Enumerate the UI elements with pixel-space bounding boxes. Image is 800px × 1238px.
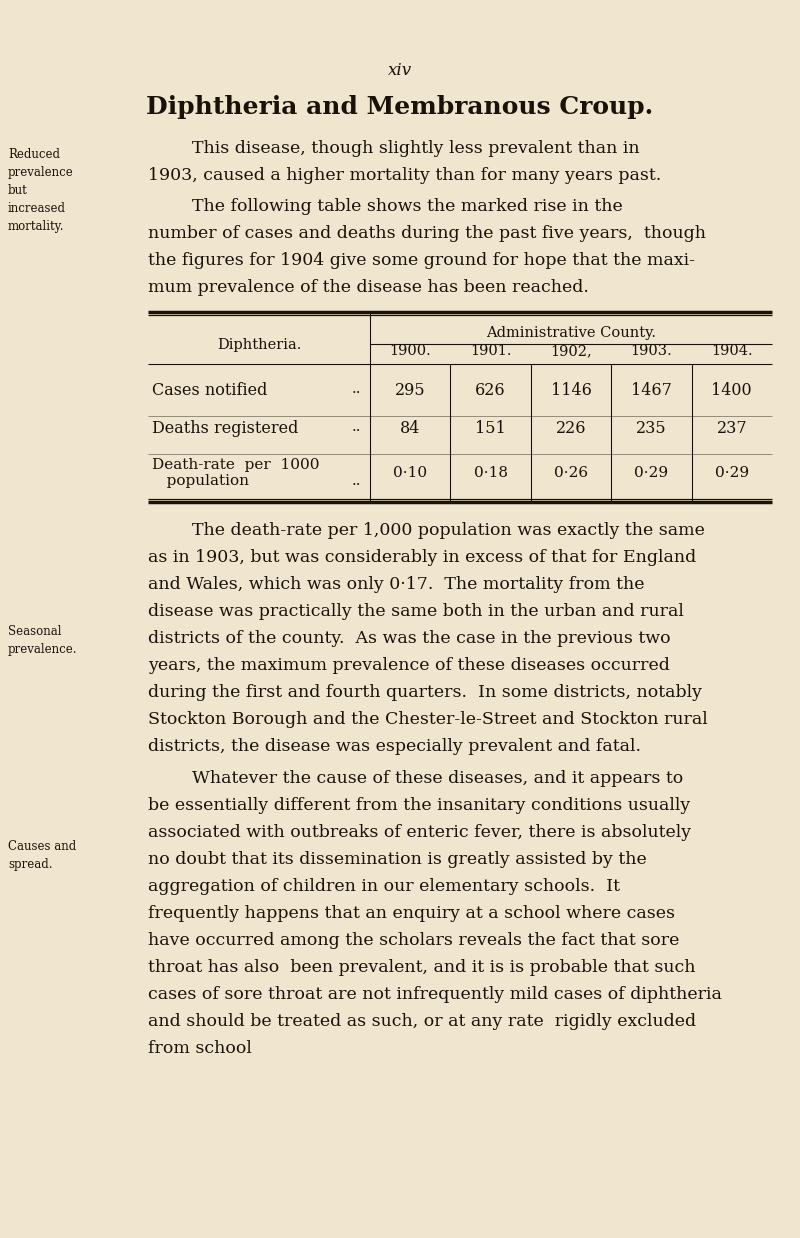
Text: Stockton Borough and the Chester-le-Street and Stockton rural: Stockton Borough and the Chester-le-Stre…: [148, 711, 708, 728]
Text: 0·29: 0·29: [634, 465, 669, 480]
Text: cases of sore throat are not infrequently mild cases of diphtheria: cases of sore throat are not infrequentl…: [148, 985, 722, 1003]
Text: Administrative County.: Administrative County.: [486, 326, 656, 340]
Text: The death-rate per 1,000 population was exactly the same: The death-rate per 1,000 population was …: [148, 522, 705, 539]
Text: xiv: xiv: [388, 62, 412, 79]
Text: and should be treated as such, or at any rate  rigidly excluded: and should be treated as such, or at any…: [148, 1013, 696, 1030]
Text: Diphtheria and Membranous Croup.: Diphtheria and Membranous Croup.: [146, 95, 654, 119]
Text: disease was practically the same both in the urban and rural: disease was practically the same both in…: [148, 603, 684, 620]
Text: ..: ..: [352, 420, 362, 435]
Text: associated with outbreaks of enteric fever, there is absolutely: associated with outbreaks of enteric fev…: [148, 825, 691, 841]
Text: 1900.: 1900.: [390, 344, 431, 358]
Text: from school: from school: [148, 1040, 252, 1057]
Text: districts, the disease was especially prevalent and fatal.: districts, the disease was especially pr…: [148, 738, 641, 755]
Text: ..: ..: [352, 383, 362, 396]
Text: 235: 235: [636, 420, 666, 437]
Text: 1901.: 1901.: [470, 344, 511, 358]
Text: districts of the county.  As was the case in the previous two: districts of the county. As was the case…: [148, 630, 670, 647]
Text: 1146: 1146: [550, 383, 591, 399]
Text: 237: 237: [717, 420, 747, 437]
Text: be essentially different from the insanitary conditions usually: be essentially different from the insani…: [148, 797, 690, 815]
Text: 1902,: 1902,: [550, 344, 592, 358]
Text: population: population: [152, 474, 249, 488]
Text: years, the maximum prevalence of these diseases occurred: years, the maximum prevalence of these d…: [148, 657, 670, 673]
Text: 226: 226: [556, 420, 586, 437]
Text: 1400: 1400: [711, 383, 752, 399]
Text: 1467: 1467: [631, 383, 672, 399]
Text: 0·10: 0·10: [393, 465, 427, 480]
Text: Deaths registered: Deaths registered: [152, 420, 298, 437]
Text: 0·29: 0·29: [714, 465, 749, 480]
Text: as in 1903, but was considerably in excess of that for England: as in 1903, but was considerably in exce…: [148, 548, 696, 566]
Text: 1903, caused a higher mortality than for many years past.: 1903, caused a higher mortality than for…: [148, 167, 662, 184]
Text: Seasonal
prevalence.: Seasonal prevalence.: [8, 625, 78, 656]
Text: and Wales, which was only 0·17.  The mortality from the: and Wales, which was only 0·17. The mort…: [148, 576, 645, 593]
Text: 84: 84: [400, 420, 420, 437]
Text: 0·18: 0·18: [474, 465, 508, 480]
Text: Diphtheria.: Diphtheria.: [217, 338, 301, 352]
Text: the figures for 1904 give some ground for hope that the maxi-: the figures for 1904 give some ground fo…: [148, 253, 695, 269]
Text: 295: 295: [395, 383, 426, 399]
Text: mum prevalence of the disease has been reached.: mum prevalence of the disease has been r…: [148, 279, 589, 296]
Text: number of cases and deaths during the past five years,  though: number of cases and deaths during the pa…: [148, 225, 706, 241]
Text: 0·26: 0·26: [554, 465, 588, 480]
Text: Whatever the cause of these diseases, and it appears to: Whatever the cause of these diseases, an…: [148, 770, 683, 787]
Text: 1904.: 1904.: [711, 344, 753, 358]
Text: Reduced
prevalence
but
increased
mortality.: Reduced prevalence but increased mortali…: [8, 149, 74, 233]
Text: 626: 626: [475, 383, 506, 399]
Text: ..: ..: [352, 474, 362, 488]
Text: 151: 151: [475, 420, 506, 437]
Text: Cases notified: Cases notified: [152, 383, 267, 399]
Text: Causes and
spread.: Causes and spread.: [8, 841, 76, 872]
Text: This disease, though slightly less prevalent than in: This disease, though slightly less preva…: [148, 140, 640, 157]
Text: during the first and fourth quarters.  In some districts, notably: during the first and fourth quarters. In…: [148, 685, 702, 701]
Text: aggregation of children in our elementary schools.  It: aggregation of children in our elementar…: [148, 878, 620, 895]
Text: have occurred among the scholars reveals the fact that sore: have occurred among the scholars reveals…: [148, 932, 679, 950]
Text: throat has also  been prevalent, and it is is probable that such: throat has also been prevalent, and it i…: [148, 959, 695, 976]
Text: The following table shows the marked rise in the: The following table shows the marked ris…: [148, 198, 622, 215]
Text: frequently happens that an enquiry at a school where cases: frequently happens that an enquiry at a …: [148, 905, 675, 922]
Text: Death-rate  per  1000: Death-rate per 1000: [152, 458, 319, 472]
Text: no doubt that its dissemination is greatly assisted by the: no doubt that its dissemination is great…: [148, 851, 646, 868]
Text: 1903.: 1903.: [630, 344, 672, 358]
